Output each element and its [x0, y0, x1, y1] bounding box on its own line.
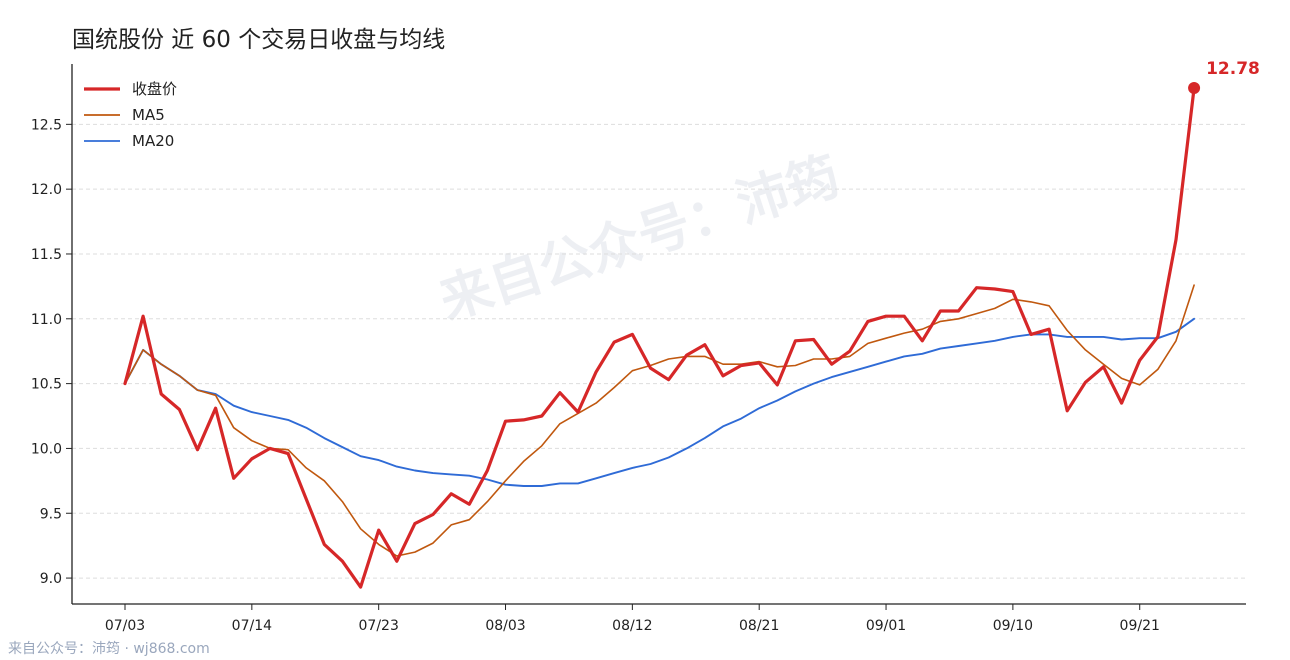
y-axis-ticks: 9.0 9.5 10.0 10.5 11.0 11.5 12.0 12.5: [31, 117, 72, 587]
series-line-ma5: [124, 284, 1195, 557]
watermark: 来自公众号：沛筠: [433, 146, 847, 332]
x-axis-ticks: 07/03 07/14 07/23 08/03 08/12 08/21 09/01 09/10…: [105, 604, 1160, 634]
footer-credit: 来自公众号：沛筠 · wj868.com: [8, 641, 210, 657]
x-tick-label: 07/14: [232, 618, 272, 634]
x-tick-label: 09/21: [1120, 618, 1160, 634]
legend-label-close: 收盘价: [132, 80, 177, 98]
y-tick-label: 11.5: [31, 247, 62, 263]
legend-label-ma20: MA20: [132, 132, 174, 150]
y-tick-label: 9.0: [40, 571, 62, 587]
y-tick-label: 12.0: [31, 182, 62, 198]
series-line-ma20: [124, 317, 1196, 487]
x-tick-label: 08/21: [739, 618, 779, 634]
series-lines: [123, 86, 1196, 589]
last-close-label: 12.78: [1206, 59, 1260, 79]
legend-label-ma5: MA5: [132, 106, 165, 124]
legend: 收盘价 MA5 MA20: [84, 80, 177, 150]
y-tick-label: 9.5: [40, 506, 62, 522]
y-tick-label: 10.5: [31, 377, 62, 393]
y-tick-label: 12.5: [31, 117, 62, 133]
y-tick-label: 11.0: [31, 312, 62, 328]
y-gridlines: [72, 123, 1246, 579]
x-tick-label: 08/03: [485, 618, 525, 634]
x-tick-label: 08/12: [612, 618, 652, 634]
x-tick-label: 07/23: [359, 618, 399, 634]
x-tick-label: 07/03: [105, 618, 145, 634]
end-annotation: 12.78: [1188, 59, 1260, 95]
x-tick-label: 09/01: [866, 618, 906, 634]
y-tick-label: 10.0: [31, 441, 62, 457]
axes: [71, 64, 1246, 605]
chart-title: 国统股份 近 60 个交易日收盘与均线: [72, 27, 446, 53]
x-tick-label: 09/10: [993, 618, 1033, 634]
last-close-point: [1188, 82, 1201, 95]
series-line-close: [123, 86, 1196, 589]
